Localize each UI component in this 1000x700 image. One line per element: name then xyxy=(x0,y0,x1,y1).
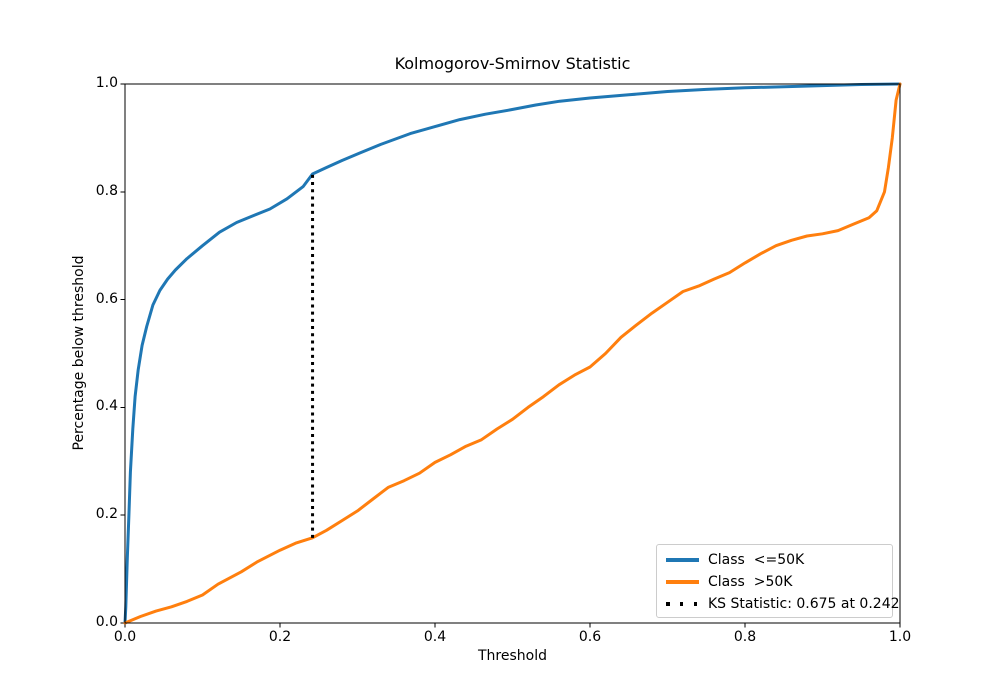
legend-label: Class <=50K xyxy=(708,552,805,568)
x-tick-label: 0.2 xyxy=(268,629,292,645)
x-tick-label: 0.0 xyxy=(113,629,137,645)
y-axis-label: Percentage below threshold xyxy=(71,255,87,451)
legend-swatch-dotted-line xyxy=(666,602,699,606)
series-line-1 xyxy=(123,82,902,625)
y-tick-label: 0.6 xyxy=(95,291,118,307)
series-line-0 xyxy=(123,82,902,625)
plot-svg xyxy=(120,82,902,628)
legend-entry-class-le50k: Class <=50K xyxy=(666,549,892,571)
y-tick-label: 1.0 xyxy=(95,75,118,91)
x-tick-label: 0.8 xyxy=(733,629,757,645)
y-tick-label: 0.4 xyxy=(95,398,118,414)
legend-label: Class >50K xyxy=(708,574,793,590)
y-tick-label: 0.2 xyxy=(95,506,118,522)
legend: Class <=50K Class >50K KS Statistic: 0.6… xyxy=(656,544,900,618)
legend-entry-ks-statistic: KS Statistic: 0.675 at 0.242 xyxy=(666,593,900,615)
legend-label: KS Statistic: 0.675 at 0.242 xyxy=(708,596,900,612)
legend-swatch-blue-line xyxy=(666,558,699,562)
axes-spines xyxy=(124,83,901,624)
x-tick-label: 1.0 xyxy=(888,629,912,645)
legend-entry-class-gt50k: Class >50K xyxy=(666,571,892,593)
chart-title: Kolmogorov-Smirnov Statistic xyxy=(394,54,631,73)
x-axis-label: Threshold xyxy=(478,648,547,664)
x-tick-label: 0.6 xyxy=(578,629,602,645)
legend-swatch-orange-line xyxy=(666,580,699,584)
x-tick-label: 0.4 xyxy=(423,629,447,645)
y-tick-label: 0.8 xyxy=(95,183,118,199)
y-tick-label: 0.0 xyxy=(95,614,118,630)
